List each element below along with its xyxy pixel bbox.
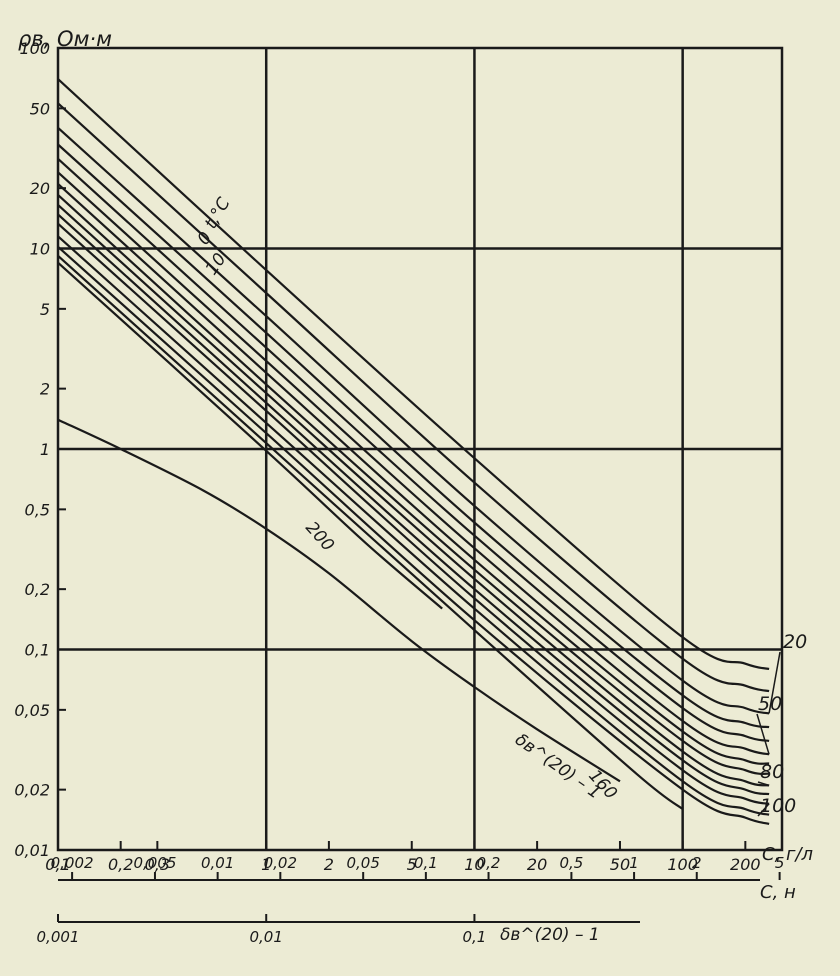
x-tick-label: 200 <box>730 855 761 874</box>
y-tick-label: 50 <box>30 99 50 118</box>
x-tick-label: 0,3 <box>145 855 170 874</box>
x-tick-label: 2 <box>324 855 334 874</box>
x-tick-label: 0,1 <box>45 855 70 874</box>
curve-label: 10 <box>202 250 231 279</box>
axis3-tick-label: 0,01 <box>250 928 283 946</box>
axis2-tick-label: 2 <box>692 854 702 872</box>
x-axis-normality: 0,002 0,005 0,01 0,02 0,05 0,1 0,2 0,5 1 2 5 <box>51 854 785 881</box>
series-line-13 <box>57 254 684 810</box>
y-tick-label: 0,05 <box>14 701 50 720</box>
curve-label: 200 <box>301 518 338 556</box>
series-line-0 <box>57 78 770 670</box>
temperature-header: t,°С <box>201 194 235 232</box>
axis2-tick-label: 0,05 <box>346 854 379 872</box>
series-line-7 <box>57 194 770 775</box>
label-leader <box>757 781 770 787</box>
axis2-label: С, н <box>760 882 796 903</box>
axis3-label: δв^(20) – 1 <box>500 925 600 945</box>
x-tick-label: 10 <box>464 855 484 874</box>
y-tick-label: 5 <box>40 300 50 319</box>
curve-label: δв^(20) – 1 <box>511 730 604 804</box>
axis2-tick-label: 0,5 <box>559 854 583 872</box>
axis2-tick-label: 0,005 <box>133 854 176 872</box>
x-axis-label: С, г/л <box>762 844 813 865</box>
curve-label: 100 <box>760 795 796 817</box>
x-tick-label: 0,2 <box>108 855 133 874</box>
label-leader <box>768 651 781 714</box>
axis3-tick-label: 0,1 <box>463 928 487 946</box>
y-tick-label: 1 <box>40 440 50 459</box>
axis3-tick-label: 0,001 <box>37 928 80 946</box>
y-axis-label: ρв, Ом·м <box>18 27 112 51</box>
curve-label: 20 <box>783 631 807 653</box>
series-line-3 <box>57 143 770 729</box>
grid <box>58 48 782 850</box>
series-line-10 <box>57 222 770 805</box>
x-tick-label: 50 <box>610 855 630 874</box>
curve-label: 80 <box>760 761 784 783</box>
series-line-5 <box>57 171 770 756</box>
label-leader <box>757 803 770 817</box>
series-line-4 <box>57 157 770 742</box>
x-tick-label: 5 <box>407 855 417 874</box>
y-axis: 0,01 0,02 0,05 0,1 0,2 0,5 1 2 5 10 20 50 100 <box>14 39 66 860</box>
axis2-tick-label: 1 <box>629 854 639 872</box>
y-tick-label: 20 <box>30 179 50 198</box>
y-tick-label: 100 <box>19 39 50 58</box>
y-tick-label: 0,1 <box>25 641 50 660</box>
axis2-tick-label: 0,01 <box>201 854 234 872</box>
series-line-6 <box>57 183 770 765</box>
x-tick-label: 20 <box>527 855 547 874</box>
series-line-14 <box>57 261 443 610</box>
series-line-1 <box>57 102 770 693</box>
series-line-15 <box>57 418 621 783</box>
x-axis-density: 0,001 0,01 0,1 <box>37 914 640 946</box>
y-tick-label: 10 <box>30 240 50 259</box>
axis2-tick-label: 0,2 <box>477 854 501 872</box>
series-line-12 <box>57 245 770 825</box>
series-group <box>57 78 770 825</box>
axis2-tick-label: 0,1 <box>414 854 438 872</box>
axis2-tick-label: 5 <box>775 854 785 872</box>
y-tick-label: 2 <box>40 380 50 399</box>
axis2-tick-label: 0,002 <box>51 854 94 872</box>
x-tick-label: 100 <box>667 855 698 874</box>
y-tick-label: 0,01 <box>14 841 50 860</box>
series-line-9 <box>57 213 770 796</box>
axis2-tick-label: 0,02 <box>264 854 297 872</box>
x-axis-primary: 0,1 0,2 0,3 1 2 5 10 20 50 100 200 <box>45 841 761 874</box>
series-line-8 <box>57 204 770 787</box>
y-tick-label: 0,02 <box>14 781 50 800</box>
series-line-11 <box>57 235 770 816</box>
x-tick-label: 1 <box>261 855 271 874</box>
y-tick-label: 0,2 <box>25 580 50 599</box>
series-line-2 <box>57 126 770 715</box>
y-tick-label: 0,5 <box>25 500 50 519</box>
label-leader <box>756 713 770 755</box>
